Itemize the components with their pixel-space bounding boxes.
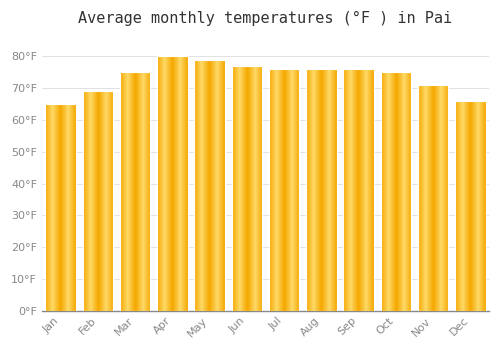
Bar (82, 91, 113, 310)
Bar (194, 60, 225, 310)
Bar (418, 85, 448, 310)
Title: Average monthly temperatures (°F ) in Pai: Average monthly temperatures (°F ) in Pa… (78, 11, 452, 26)
Bar (157, 56, 188, 310)
Bar (306, 69, 336, 310)
Bar (344, 69, 374, 310)
Bar (269, 69, 300, 310)
Bar (46, 104, 76, 310)
Bar (232, 66, 262, 310)
Bar (380, 72, 411, 310)
Bar (120, 72, 150, 310)
Bar (455, 101, 486, 310)
